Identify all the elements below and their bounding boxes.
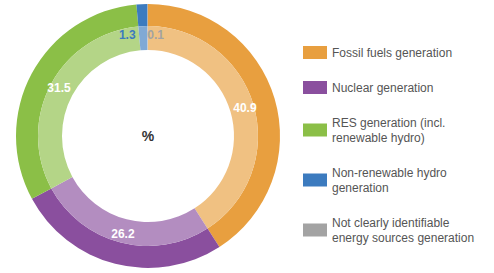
svg-text:Nuclear generation: Nuclear generation bbox=[332, 81, 433, 95]
svg-text:%: % bbox=[142, 128, 155, 144]
svg-text:Fossil fuels generation: Fossil fuels generation bbox=[332, 46, 452, 60]
svg-text:renewable hydro): renewable hydro) bbox=[332, 131, 425, 145]
svg-text:Not clearly identifiable: Not clearly identifiable bbox=[332, 216, 453, 230]
svg-text:generation: generation bbox=[332, 181, 389, 195]
svg-text:RES generation (incl.: RES generation (incl. bbox=[332, 116, 449, 130]
svg-text:energy sources generation: energy sources generation bbox=[332, 231, 474, 245]
svg-text:40.9: 40.9 bbox=[233, 101, 257, 115]
svg-text:1.3: 1.3 bbox=[119, 28, 136, 42]
svg-text:0.1: 0.1 bbox=[147, 28, 164, 42]
svg-text:26.2: 26.2 bbox=[111, 227, 135, 241]
svg-text:31.5: 31.5 bbox=[47, 81, 71, 95]
svg-text:Non-renewable hydro: Non-renewable hydro bbox=[332, 166, 450, 180]
